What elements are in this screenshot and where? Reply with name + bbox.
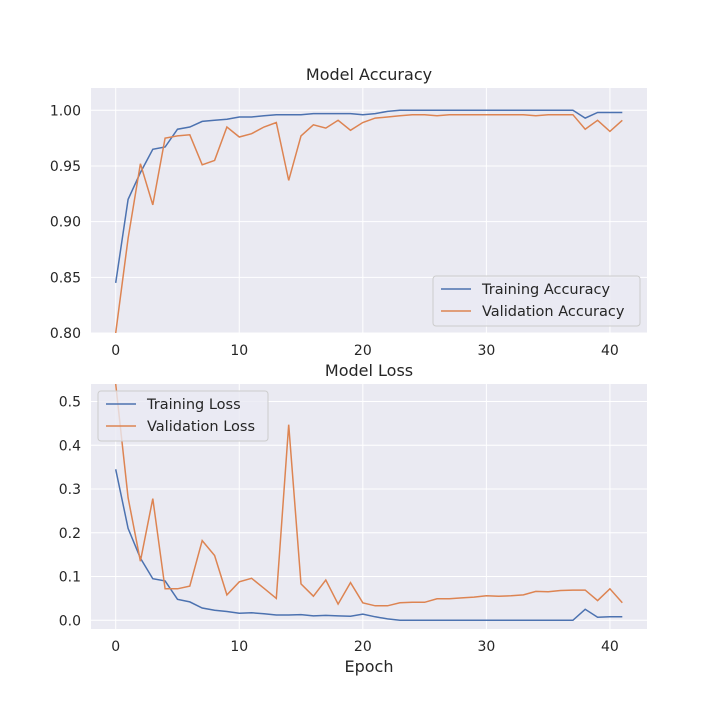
loss-grid — [91, 384, 647, 629]
accuracy-y-tick-label: 0.90 — [50, 215, 81, 231]
accuracy-legend-box — [432, 275, 641, 327]
legend-label-training-accuracy: Training Accuracy — [481, 282, 610, 298]
training-loss-line — [114, 469, 623, 622]
accuracy-y-tick-label: 0.85 — [50, 270, 81, 286]
accuracy-legend: Training Accuracy Validation Accuracy — [432, 275, 641, 327]
loss-x-axis-label: Epoch — [345, 657, 394, 676]
loss-chart-title: Model Loss — [325, 361, 413, 380]
loss-x-tick-label: 30 — [477, 639, 495, 655]
accuracy-x-tick-label: 10 — [230, 343, 248, 359]
loss-y-tick-label: 0.4 — [59, 438, 81, 454]
loss-y-tick-label: 0.0 — [59, 613, 81, 629]
loss-chart: 0 10 20 30 40 0.0 0.1 0.2 0.3 0.4 0.5 Model Loss E… — [59, 361, 647, 676]
accuracy-y-tick-label: 1.00 — [50, 103, 81, 119]
training-accuracy-line — [114, 109, 623, 284]
accuracy-chart: 0 10 20 30 40 0.80 0.85 0.90 0.95 1.00 Model Accu… — [50, 65, 647, 359]
loss-legend: Training Loss Validation Loss — [97, 390, 269, 442]
loss-x-tick-label: 40 — [601, 639, 619, 655]
accuracy-series — [114, 109, 623, 333]
loss-y-tick-label: 0.5 — [59, 395, 81, 411]
accuracy-chart-title: Model Accuracy — [306, 65, 432, 84]
loss-x-tick-label: 0 — [111, 639, 120, 655]
accuracy-x-tick-label: 20 — [354, 343, 372, 359]
accuracy-y-tick-label: 0.80 — [50, 326, 81, 342]
legend-label-validation-loss: Validation Loss — [147, 419, 255, 435]
accuracy-x-tick-label: 30 — [477, 343, 495, 359]
legend-label-training-loss: Training Loss — [146, 397, 241, 413]
validation-accuracy-line — [114, 113, 623, 333]
loss-x-tick-label: 10 — [230, 639, 248, 655]
loss-legend-box — [97, 390, 269, 442]
validation-loss-line — [114, 384, 623, 607]
accuracy-y-tick-label: 0.95 — [50, 159, 81, 175]
loss-x-tick-label: 20 — [354, 639, 372, 655]
accuracy-x-tick-label: 40 — [601, 343, 619, 359]
loss-ticks: 0 10 20 30 40 0.0 0.1 0.2 0.3 0.4 0.5 — [59, 395, 619, 656]
loss-series — [114, 384, 623, 622]
loss-y-tick-label: 0.3 — [59, 482, 81, 498]
legend-label-validation-accuracy: Validation Accuracy — [482, 304, 625, 320]
accuracy-x-tick-label: 0 — [111, 343, 120, 359]
accuracy-ticks: 0 10 20 30 40 0.80 0.85 0.90 0.95 1.00 — [50, 103, 619, 359]
loss-y-tick-label: 0.1 — [59, 570, 81, 586]
loss-y-tick-label: 0.2 — [59, 526, 81, 542]
